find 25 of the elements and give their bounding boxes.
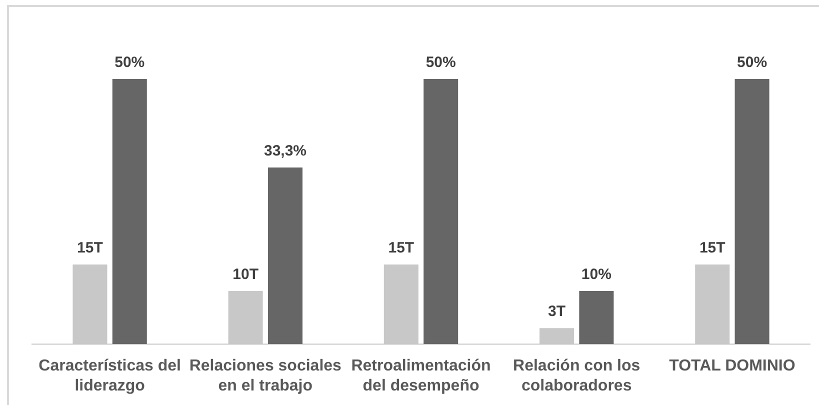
data-label: 33,3%: [264, 142, 307, 160]
bar: [579, 291, 614, 344]
data-label: 10%: [581, 266, 612, 283]
data-label: 15T: [699, 240, 726, 256]
bar: [384, 264, 418, 344]
data-label: 10T: [232, 266, 258, 283]
bar: [72, 264, 108, 344]
x-tick-label: Retroalimentación del desempeño: [351, 357, 491, 394]
x-tick-label: Relación con los colaboradores: [513, 357, 640, 394]
bar: [112, 79, 147, 344]
x-tick-label: Relaciones sociales en el trabajo: [189, 357, 342, 394]
bar: [228, 291, 263, 344]
bar: [268, 168, 302, 344]
data-label: 15T: [388, 240, 414, 256]
bar: [424, 79, 458, 344]
data-label: 50%: [426, 54, 456, 71]
bar: [540, 328, 574, 344]
data-label: 15T: [77, 240, 103, 256]
x-tick-label: Características del liderazgo: [38, 357, 181, 394]
bar: [734, 79, 770, 344]
data-label: 50%: [114, 54, 145, 71]
x-tick-label: TOTAL DOMINIO: [669, 357, 796, 374]
bar: [695, 264, 730, 344]
data-label: 50%: [737, 54, 768, 71]
data-label: 3T: [548, 303, 566, 320]
